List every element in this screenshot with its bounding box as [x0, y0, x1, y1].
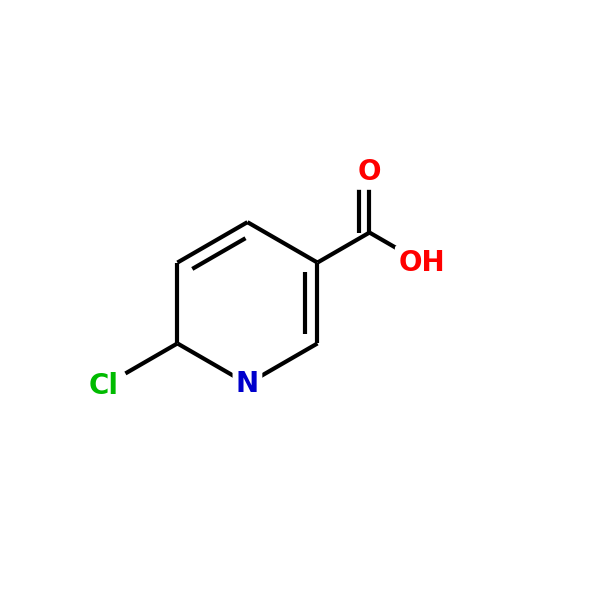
Text: Cl: Cl: [88, 372, 118, 400]
Text: OH: OH: [398, 248, 445, 277]
Text: N: N: [236, 370, 259, 398]
Text: O: O: [358, 158, 381, 187]
